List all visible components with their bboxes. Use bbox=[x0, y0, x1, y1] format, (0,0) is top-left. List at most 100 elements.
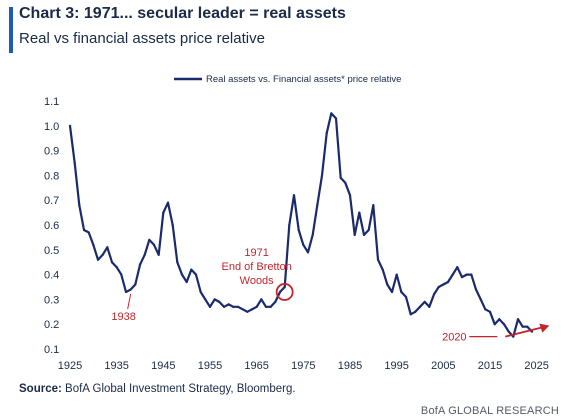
annotation-text: End of Bretton bbox=[222, 261, 292, 273]
data-point bbox=[470, 273, 473, 276]
y-tick-label: 0.1 bbox=[44, 344, 59, 356]
data-point bbox=[521, 325, 524, 328]
annotation-text: Woods bbox=[240, 275, 275, 287]
x-tick-label: 1925 bbox=[58, 360, 82, 372]
y-tick-label: 1.0 bbox=[44, 121, 59, 133]
x-axis-ticks: 1925 1935 1945 1955 1965 1975 1985 1995 2005 2015… bbox=[58, 360, 549, 372]
data-point bbox=[442, 283, 445, 286]
data-point bbox=[110, 261, 114, 264]
data-point bbox=[208, 305, 212, 308]
chart-svg: Real assets vs. Financial assets* price … bbox=[44, 74, 550, 372]
data-point bbox=[101, 253, 104, 256]
chart-subtitle: Real vs financial assets price relative bbox=[19, 30, 265, 47]
source-label: Source: bbox=[19, 383, 62, 395]
data-point bbox=[204, 298, 207, 301]
data-point bbox=[152, 243, 156, 246]
data-point bbox=[446, 280, 450, 284]
data-point bbox=[414, 310, 417, 313]
annotation-circle bbox=[275, 283, 294, 301]
data-point bbox=[484, 308, 487, 311]
y-tick-label: 0.8 bbox=[44, 170, 59, 182]
data-point bbox=[180, 273, 184, 276]
title-accent-bar bbox=[9, 7, 13, 53]
data-point bbox=[73, 161, 76, 165]
data-point bbox=[129, 288, 132, 291]
x-tick-label: 1945 bbox=[151, 360, 175, 372]
data-point bbox=[530, 330, 534, 333]
data-point bbox=[264, 305, 268, 308]
data-point bbox=[260, 298, 263, 301]
data-point bbox=[96, 258, 100, 261]
data-point bbox=[348, 194, 352, 197]
data-point bbox=[451, 273, 454, 276]
data-point bbox=[92, 243, 95, 246]
data-point bbox=[194, 273, 198, 276]
data-point bbox=[138, 263, 142, 266]
data-point bbox=[288, 223, 291, 227]
data-point bbox=[222, 305, 226, 308]
chart-annotations: 1971 End of Bretton Woods 1938 2020 bbox=[111, 247, 550, 344]
annotation-pointer bbox=[127, 293, 132, 310]
series-points bbox=[68, 112, 534, 338]
data-point bbox=[460, 275, 464, 279]
y-tick-label: 0.6 bbox=[44, 220, 59, 232]
data-point bbox=[498, 318, 501, 321]
chart-legend: Real assets vs. Financial assets* price … bbox=[174, 74, 401, 85]
x-tick-label: 1985 bbox=[338, 360, 362, 372]
chart-title: Chart 3: 1971... secular leader = real a… bbox=[19, 5, 346, 22]
data-point bbox=[157, 253, 160, 256]
data-point bbox=[143, 253, 146, 256]
data-point bbox=[423, 300, 426, 303]
x-tick-label: 1935 bbox=[104, 360, 128, 372]
data-point bbox=[124, 290, 128, 294]
series-line bbox=[68, 112, 533, 338]
data-point bbox=[320, 174, 324, 177]
data-point bbox=[432, 293, 436, 296]
annotation-arrowhead bbox=[539, 323, 550, 333]
data-point bbox=[82, 228, 86, 232]
data-point bbox=[120, 273, 123, 276]
data-point bbox=[241, 308, 244, 311]
annotation-text: 2020 bbox=[442, 332, 466, 344]
data-point bbox=[418, 305, 422, 308]
y-tick-label: 0.4 bbox=[44, 270, 59, 282]
data-point bbox=[325, 132, 328, 135]
data-point bbox=[404, 295, 408, 299]
x-tick-label: 1975 bbox=[291, 360, 315, 372]
data-point bbox=[311, 233, 314, 237]
data-point bbox=[236, 305, 240, 308]
data-point bbox=[250, 308, 254, 311]
data-point bbox=[166, 201, 170, 204]
data-point bbox=[283, 285, 286, 289]
data-point bbox=[274, 300, 277, 303]
data-point bbox=[227, 303, 230, 306]
data-point bbox=[376, 258, 380, 261]
y-tick-label: 0.9 bbox=[44, 146, 59, 158]
data-point bbox=[507, 330, 510, 333]
data-point bbox=[218, 300, 221, 303]
x-tick-label: 2015 bbox=[478, 360, 502, 372]
data-point bbox=[297, 228, 300, 232]
data-point bbox=[386, 283, 389, 286]
data-point bbox=[106, 246, 109, 249]
data-point bbox=[358, 211, 361, 214]
y-tick-label: 0.7 bbox=[44, 195, 59, 207]
data-point bbox=[362, 233, 366, 237]
x-tick-label: 1955 bbox=[198, 360, 222, 372]
data-point bbox=[502, 323, 506, 326]
data-point bbox=[493, 323, 496, 326]
data-point bbox=[372, 204, 375, 207]
data-point bbox=[334, 117, 338, 120]
data-point bbox=[292, 194, 296, 197]
data-point bbox=[176, 261, 179, 264]
data-point bbox=[269, 305, 272, 308]
data-point bbox=[428, 305, 431, 308]
data-point bbox=[246, 310, 249, 313]
data-point bbox=[115, 266, 118, 269]
data-point bbox=[134, 283, 137, 286]
data-point bbox=[87, 231, 90, 234]
data-point bbox=[199, 290, 202, 294]
data-point bbox=[456, 266, 459, 269]
data-point bbox=[516, 318, 520, 321]
annotation-text: 1938 bbox=[111, 311, 135, 323]
